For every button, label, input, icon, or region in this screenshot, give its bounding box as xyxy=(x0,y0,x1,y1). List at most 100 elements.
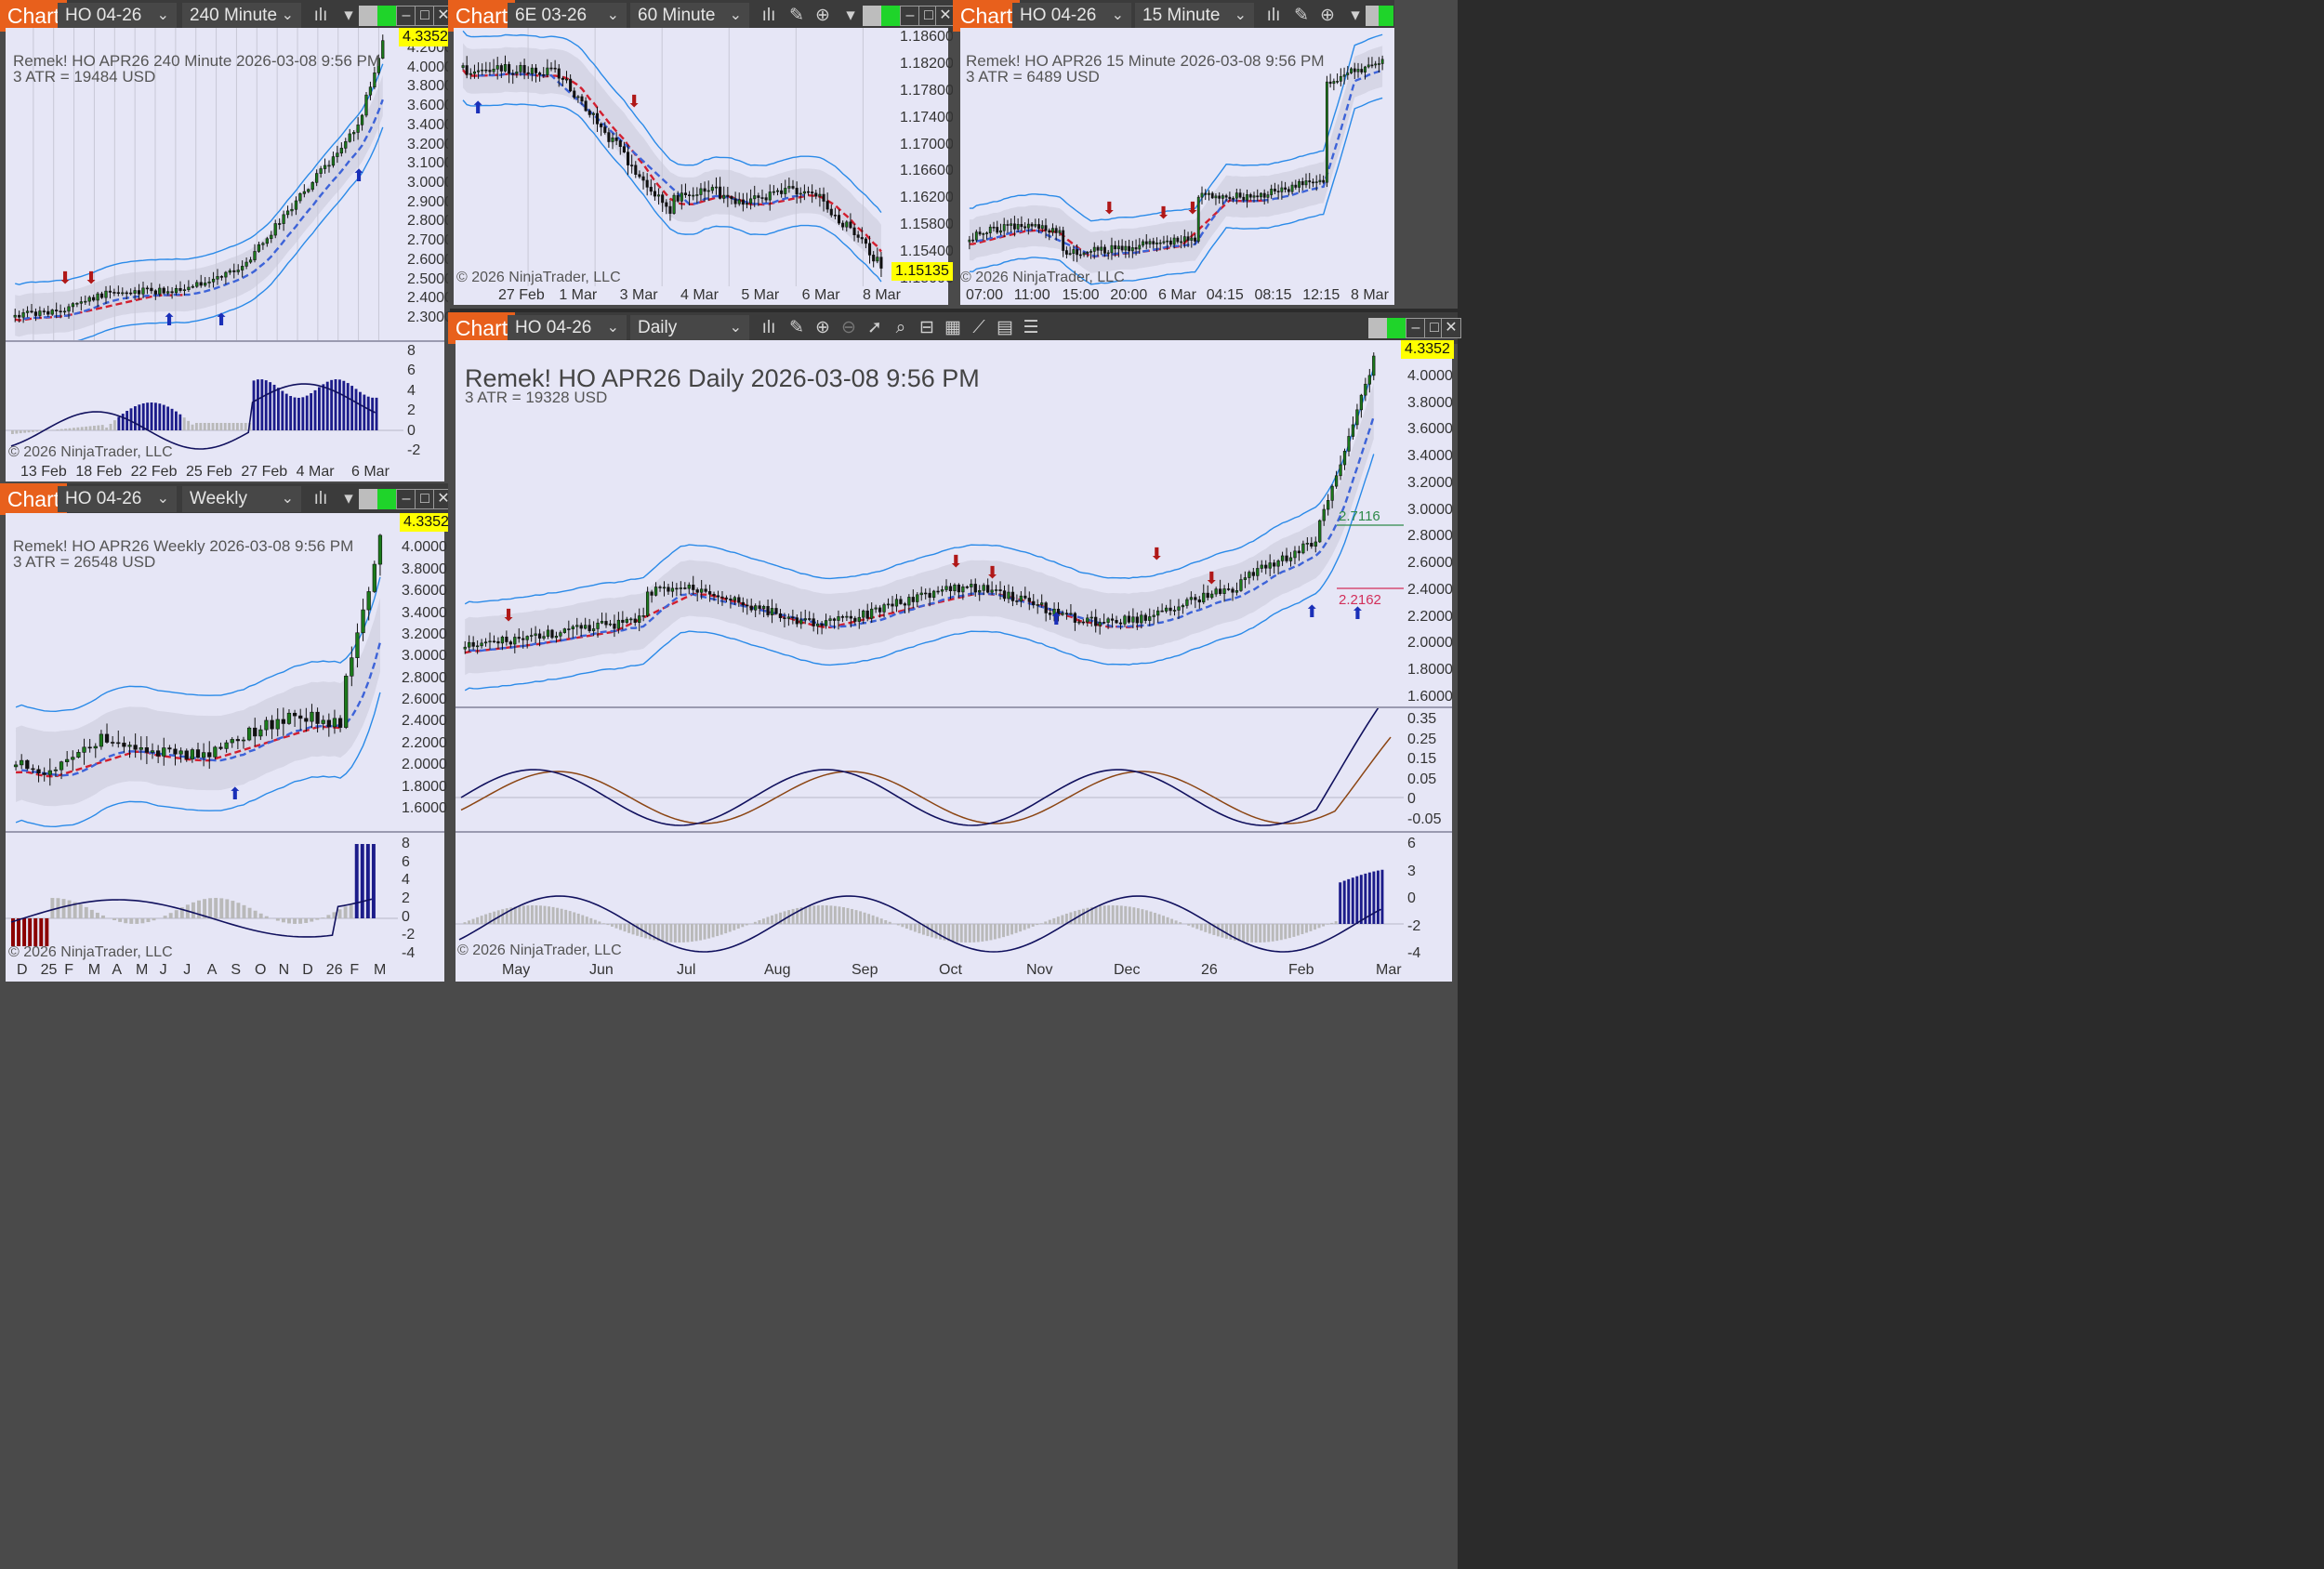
macd-panel[interactable] xyxy=(456,708,1404,831)
time-axis[interactable]: D 25 F M A M J J A S O N D 26 F M xyxy=(6,961,444,982)
pencil-icon[interactable]: ✎ xyxy=(789,6,804,25)
zoom-in-icon[interactable]: ⊕ xyxy=(1320,6,1335,25)
price-panel[interactable]: ⬆ Remek! HO APR26 Weekly 2026-03-08 9:56… xyxy=(6,513,398,831)
histogram-bar xyxy=(1347,878,1351,924)
chart-badge[interactable]: Chart xyxy=(448,0,515,32)
instrument-selector[interactable]: HO 04-26 ⌄ xyxy=(58,486,177,512)
dropdown-arrow-icon[interactable]: ▾ xyxy=(344,489,353,508)
candle-body xyxy=(530,635,534,637)
candle-body xyxy=(720,596,724,599)
period-selector[interactable]: Weekly ⌄ xyxy=(182,486,301,512)
link-green-button[interactable] xyxy=(377,489,398,509)
dropdown-arrow-icon[interactable]: ▾ xyxy=(344,6,353,25)
period-selector[interactable]: 60 Minute ⌄ xyxy=(630,3,749,29)
candle-body xyxy=(948,586,953,592)
histogram-bar xyxy=(179,907,184,918)
price-axis[interactable]: 4.2000 4.0000 3.8000 3.6000 3.4000 3.2000 3.10… xyxy=(399,28,453,340)
candle-body xyxy=(730,196,733,200)
properties-icon[interactable]: ⊟ xyxy=(919,318,934,337)
time-axis[interactable]: May Jun Jul Aug Sep Oct Nov Dec 26 Feb Mar xyxy=(456,961,1452,982)
copyright: © 2026 NinjaTrader, LLC xyxy=(8,944,173,960)
instrument-selector[interactable]: HO 04-26 ⌄ xyxy=(1012,3,1131,29)
link-green-button[interactable] xyxy=(377,6,398,26)
candle-body xyxy=(1048,613,1052,615)
bar-chart-icon[interactable]: ılı xyxy=(313,489,328,508)
maximize-button[interactable]: □ xyxy=(415,6,435,26)
histogram-bar xyxy=(859,911,863,924)
list-icon[interactable]: ☰ xyxy=(1023,318,1039,337)
period-selector[interactable]: 15 Minute ⌄ xyxy=(1135,3,1254,29)
bar-chart-icon[interactable]: ılı xyxy=(761,6,776,25)
chart-badge[interactable]: Chart xyxy=(0,0,67,32)
oscillator-panel[interactable]: © 2026 NinjaTrader, LLC xyxy=(456,833,1404,961)
histogram-bar xyxy=(1237,924,1241,942)
minimize-button[interactable]: – xyxy=(396,6,416,26)
time-axis[interactable]: 27 Feb 1 Mar 3 Mar 4 Mar 5 Mar 6 Mar 8 Mar xyxy=(454,286,948,305)
pencil-icon[interactable]: ✎ xyxy=(789,318,804,337)
candle-body xyxy=(20,759,24,766)
dropdown-arrow-icon[interactable]: ▾ xyxy=(846,6,855,25)
candle-body xyxy=(1143,614,1147,621)
data-box-icon[interactable]: ⌕ xyxy=(895,318,906,337)
chart-badge[interactable]: Chart xyxy=(953,0,1020,32)
price-axis[interactable]: 4.20004.00003.80003.60003.40003.20003.00… xyxy=(398,513,453,831)
zoom-in-icon[interactable]: ⊕ xyxy=(815,318,830,337)
bar-chart-icon[interactable]: ılı xyxy=(1266,6,1281,25)
histogram-bar xyxy=(614,924,618,929)
minimize-button[interactable]: – xyxy=(396,489,416,509)
candle-body xyxy=(530,67,534,74)
bar-chart-icon[interactable]: ılı xyxy=(761,318,776,337)
instrument-selector[interactable]: HO 04-26 ⌄ xyxy=(58,3,177,29)
histogram-bar xyxy=(1224,924,1228,939)
zoom-in-icon[interactable]: ⊕ xyxy=(815,6,830,25)
candle-body xyxy=(1037,224,1040,230)
time-axis[interactable]: 13 Feb 18 Feb 22 Feb 25 Feb 27 Feb 4 Mar 6 Mar xyxy=(6,463,444,481)
candle-body xyxy=(542,74,546,76)
layout-icon[interactable]: ▦ xyxy=(944,318,961,337)
candle-body xyxy=(336,152,339,157)
candle-body xyxy=(1290,184,1294,192)
zoom-out-icon[interactable]: ⊖ xyxy=(841,318,856,337)
price-panel[interactable]: ⬇ ⬇ ⬇ Remek! HO APR26 15 Minute 2026-03-08… xyxy=(960,28,1403,286)
chart-badge[interactable]: Chart xyxy=(448,312,515,344)
period-selector[interactable]: Daily ⌄ xyxy=(630,315,749,341)
link-green-button[interactable] xyxy=(1387,318,1407,338)
pointer-icon[interactable]: ➚ xyxy=(867,318,882,337)
close-button[interactable]: ✕ xyxy=(1441,318,1461,338)
color-swatch-gray[interactable] xyxy=(863,6,883,26)
chevron-down-icon: ⌄ xyxy=(281,491,294,507)
link-green-button[interactable] xyxy=(881,6,902,26)
link-green-button[interactable] xyxy=(1379,6,1393,26)
maximize-button[interactable]: □ xyxy=(415,489,435,509)
candle-body xyxy=(746,604,749,607)
color-swatch-gray[interactable] xyxy=(359,6,379,26)
axis-tick-label: 1.6000 xyxy=(1407,689,1453,705)
candle-body xyxy=(1197,599,1201,603)
instrument-selector[interactable]: HO 04-26 ⌄ xyxy=(508,315,627,341)
time-axis[interactable]: 07:00 11:00 15:00 20:00 6 Mar 04:15 08:15 12:15… xyxy=(960,286,1397,305)
minimize-button[interactable]: – xyxy=(900,6,920,26)
dropdown-arrow-icon[interactable]: ▾ xyxy=(1351,6,1360,25)
minimize-button[interactable]: – xyxy=(1406,318,1426,338)
strategy-icon[interactable]: ⟋ xyxy=(972,318,985,337)
instrument-selector[interactable]: 6E 03-26 ⌄ xyxy=(508,3,627,29)
price-axis[interactable]: 1.18600 1.18200 1.17800 1.17400 1.17000 1.166… xyxy=(891,28,954,286)
price-axis[interactable]: 4.20004.00003.80003.60003.40003.20003.00… xyxy=(1401,340,1454,706)
price-panel[interactable]: ⬇ ⬇ ⬇ ⬇ ⬇ ⬆ ⬆ ⬆ 2.7116 2.2162 Remek! HO APR26 Dai… xyxy=(456,340,1404,706)
price-panel[interactable]: ⬇ ⬇ ⬆ ⬆ ⬆ Remek! HO APR26 240 Minute 2026-03… xyxy=(6,28,403,340)
pencil-icon[interactable]: ✎ xyxy=(1294,6,1309,25)
histogram-bar xyxy=(203,423,206,430)
period-selector[interactable]: 240 Minute ⌄ xyxy=(182,3,301,29)
histogram-bar xyxy=(150,402,153,430)
candle-body xyxy=(985,232,988,234)
color-swatch-gray[interactable] xyxy=(1368,318,1389,338)
bar-chart-icon[interactable]: ılı xyxy=(313,6,328,25)
alert-icon[interactable]: ▤ xyxy=(997,318,1013,337)
oscillator-panel[interactable]: © 2026 NinjaTrader, LLC xyxy=(6,342,403,463)
color-swatch-gray[interactable] xyxy=(359,489,379,509)
oscillator-panel[interactable]: © 2026 NinjaTrader, LLC xyxy=(6,833,398,961)
chart-badge[interactable]: Chart xyxy=(0,483,67,515)
candle-body xyxy=(248,259,253,263)
axis-tick-label: 1.6000 xyxy=(402,800,447,816)
price-panel[interactable]: ⬆ ⬇ © 2026 NinjaTrader, LLC xyxy=(454,28,896,286)
